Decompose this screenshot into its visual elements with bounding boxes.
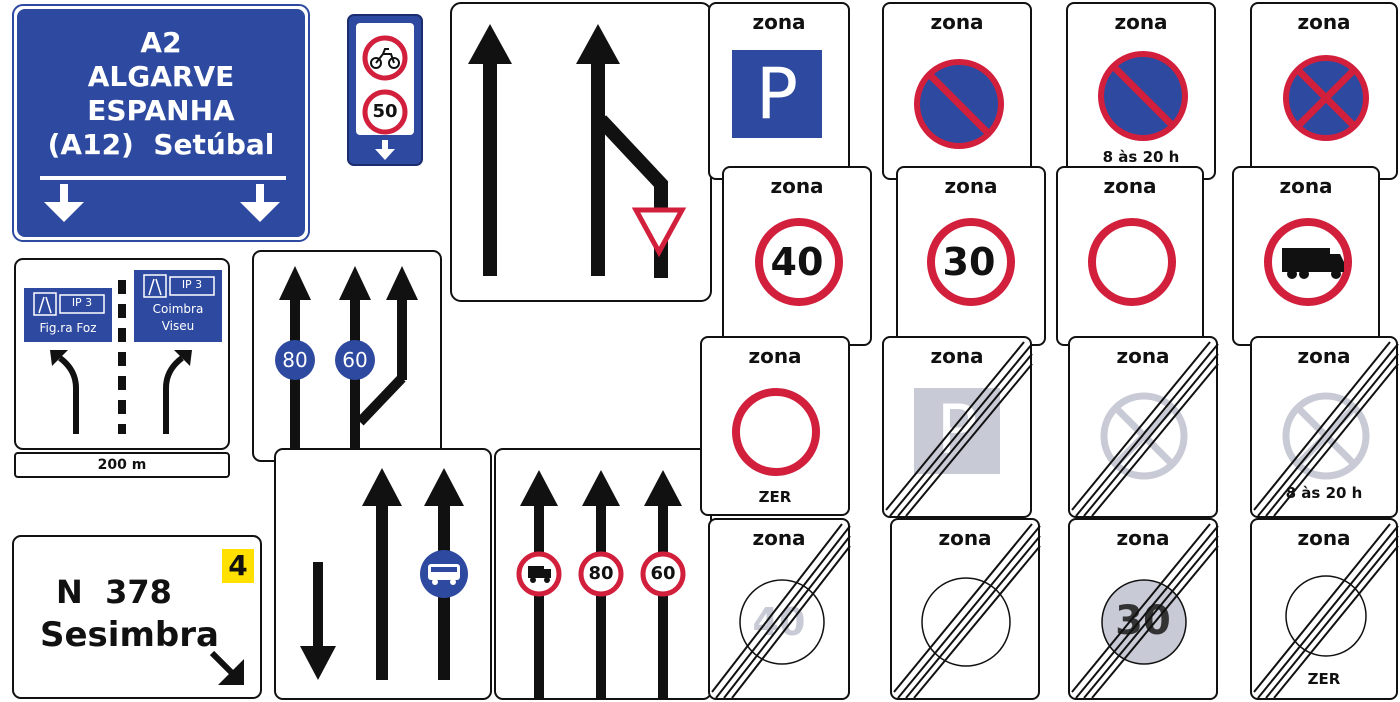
right-route-number: IP 3 — [170, 278, 214, 291]
n378-direction-sign: 4 N 378 Sesimbra — [12, 535, 262, 699]
no-trucks-icon — [1234, 168, 1382, 348]
zone-no-parking-hours-sign: zona 8 às 20 h — [1066, 2, 1216, 180]
end-zone-stripes — [1070, 520, 1220, 702]
no-parking-icon — [884, 4, 1034, 182]
left-lane-speed: 80 — [275, 348, 315, 372]
distance-text: 200 m — [16, 457, 228, 473]
end-zone-no-parking-sign: zona — [1068, 336, 1218, 518]
speed-limit-value: 50 — [347, 101, 423, 122]
left-destination: Fig.ra Foz — [24, 321, 112, 335]
end-zone-zer-sign: zona ZER — [1250, 518, 1398, 700]
destination-name: Sesimbra — [40, 615, 219, 655]
speed-value: 30 — [894, 240, 1044, 284]
no-vehicles-icon — [1058, 168, 1206, 348]
speed-limit-60: 60 — [643, 563, 683, 584]
end-zone-stripes — [884, 338, 1034, 520]
end-zone-stripes — [710, 520, 852, 702]
a2-line-1: A2 — [12, 26, 310, 59]
zone-speed-30-sign: zona 30 — [896, 166, 1046, 346]
lane-merge-yield-sign — [450, 2, 712, 302]
end-zone-30-sign: zona 30 — [1068, 518, 1218, 700]
speed-value: 40 — [724, 240, 870, 284]
zone-no-trucks-sign: zona — [1232, 166, 1380, 346]
end-zone-stripes — [1252, 338, 1400, 520]
parking-letter: P — [732, 50, 822, 138]
end-zone-parking-sign: zona P — [882, 336, 1032, 518]
speed-limit-80: 80 — [581, 563, 621, 584]
right-destination-1: Coimbra — [134, 302, 222, 316]
right-destination-2: Viseu — [134, 319, 222, 333]
hours-text: 8 às 20 h — [1068, 148, 1214, 166]
end-zone-no-stop-hours-sign: zona 8 às 20 h — [1250, 336, 1398, 518]
no-motorcycle-icon — [365, 38, 405, 78]
road-number: N 378 — [56, 573, 172, 611]
a2-direction-sign: A2 ALGARVE ESPANHA (A12) Setúbal — [12, 4, 310, 242]
right-lane-speed: 60 — [335, 348, 375, 372]
zone-no-vehicles-sign: zona — [1056, 166, 1204, 346]
lane-speed-sign: 80 60 — [252, 250, 442, 462]
a2-line-2: ALGARVE — [12, 60, 310, 93]
exit-number: 4 — [222, 549, 254, 582]
zone-zer-sign: zona ZER — [700, 336, 850, 516]
zone-no-stopping-sign: zona — [1250, 2, 1398, 180]
a2-line-3: ESPANHA — [12, 94, 310, 127]
ip3-lane-sign: IP 3 Fig.ra Foz IP 3 Coimbra Viseu — [14, 258, 230, 450]
a2-line-4: (A12) Setúbal — [12, 128, 310, 161]
end-zone-speed-sign: zona — [890, 518, 1040, 700]
motorcycle-speed-sign: 50 — [347, 14, 423, 166]
distance-plate: 200 m — [14, 452, 230, 478]
end-zone-stripes — [1252, 520, 1400, 702]
lane-truck-speed-sign: 80 60 — [494, 448, 712, 700]
bus-lane-sign — [274, 448, 492, 700]
zone-parking-sign: zona P — [708, 2, 850, 180]
left-route-number: IP 3 — [60, 296, 104, 309]
zone-no-parking-sign: zona — [882, 2, 1032, 180]
zer-text: ZER — [702, 488, 848, 506]
end-zone-40-sign: zona 40 — [708, 518, 850, 700]
no-stopping-icon — [1252, 4, 1400, 182]
zone-speed-40-sign: zona 40 — [722, 166, 872, 346]
